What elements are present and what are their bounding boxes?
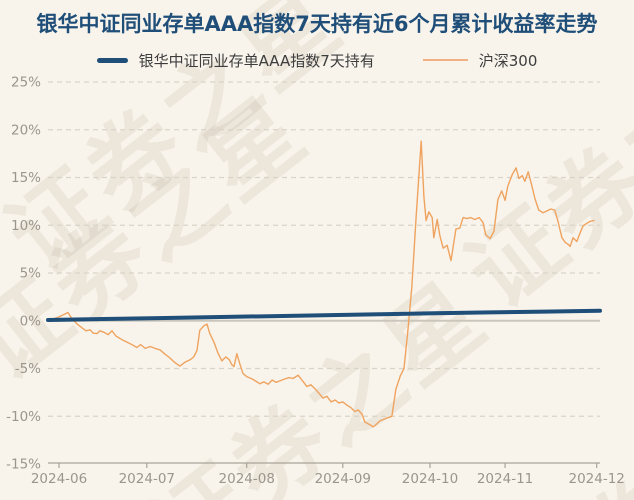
chart-title: 银华中证同业存单AAA指数7天持有近6个月累计收益率走势 bbox=[36, 12, 598, 36]
x-axis-tick-label: 2024-09 bbox=[315, 471, 371, 487]
x-axis-tick-label: 2024-06 bbox=[31, 471, 87, 487]
x-axis-tick-label: 2024-07 bbox=[119, 471, 175, 487]
y-axis-tick-label: -15% bbox=[6, 457, 41, 473]
series-line-fund bbox=[46, 308, 602, 322]
y-axis-tick-label: 20% bbox=[11, 122, 41, 138]
legend-label-csi300: 沪深300 bbox=[478, 51, 538, 70]
y-axis-tick-label: -10% bbox=[6, 409, 41, 425]
x-axis-tick-label: 2024-11 bbox=[477, 471, 533, 487]
legend-swatch-csi300-line bbox=[422, 59, 468, 61]
y-axis-tick-label: -5% bbox=[15, 361, 41, 377]
series-line-csi300 bbox=[47, 140, 595, 428]
y-axis-tick-label: 25% bbox=[11, 75, 41, 91]
x-axis-tick-label: 2024-08 bbox=[219, 471, 275, 487]
y-axis-tick-label: 0% bbox=[20, 313, 42, 329]
y-axis-tick-label: 5% bbox=[20, 266, 42, 282]
y-axis-tick-label: 10% bbox=[11, 218, 41, 234]
chart-legend: 银华中证同业存单AAA指数7天持有 沪深300 bbox=[0, 50, 634, 70]
x-axis-tick-label: 2024-12 bbox=[568, 471, 624, 487]
legend-swatch-fund-line bbox=[96, 57, 128, 63]
legend-label-fund: 银华中证同业存单AAA指数7天持有 bbox=[138, 51, 375, 70]
y-axis-tick-label: 15% bbox=[11, 170, 41, 186]
x-axis-tick-label: 2024-10 bbox=[402, 471, 458, 487]
